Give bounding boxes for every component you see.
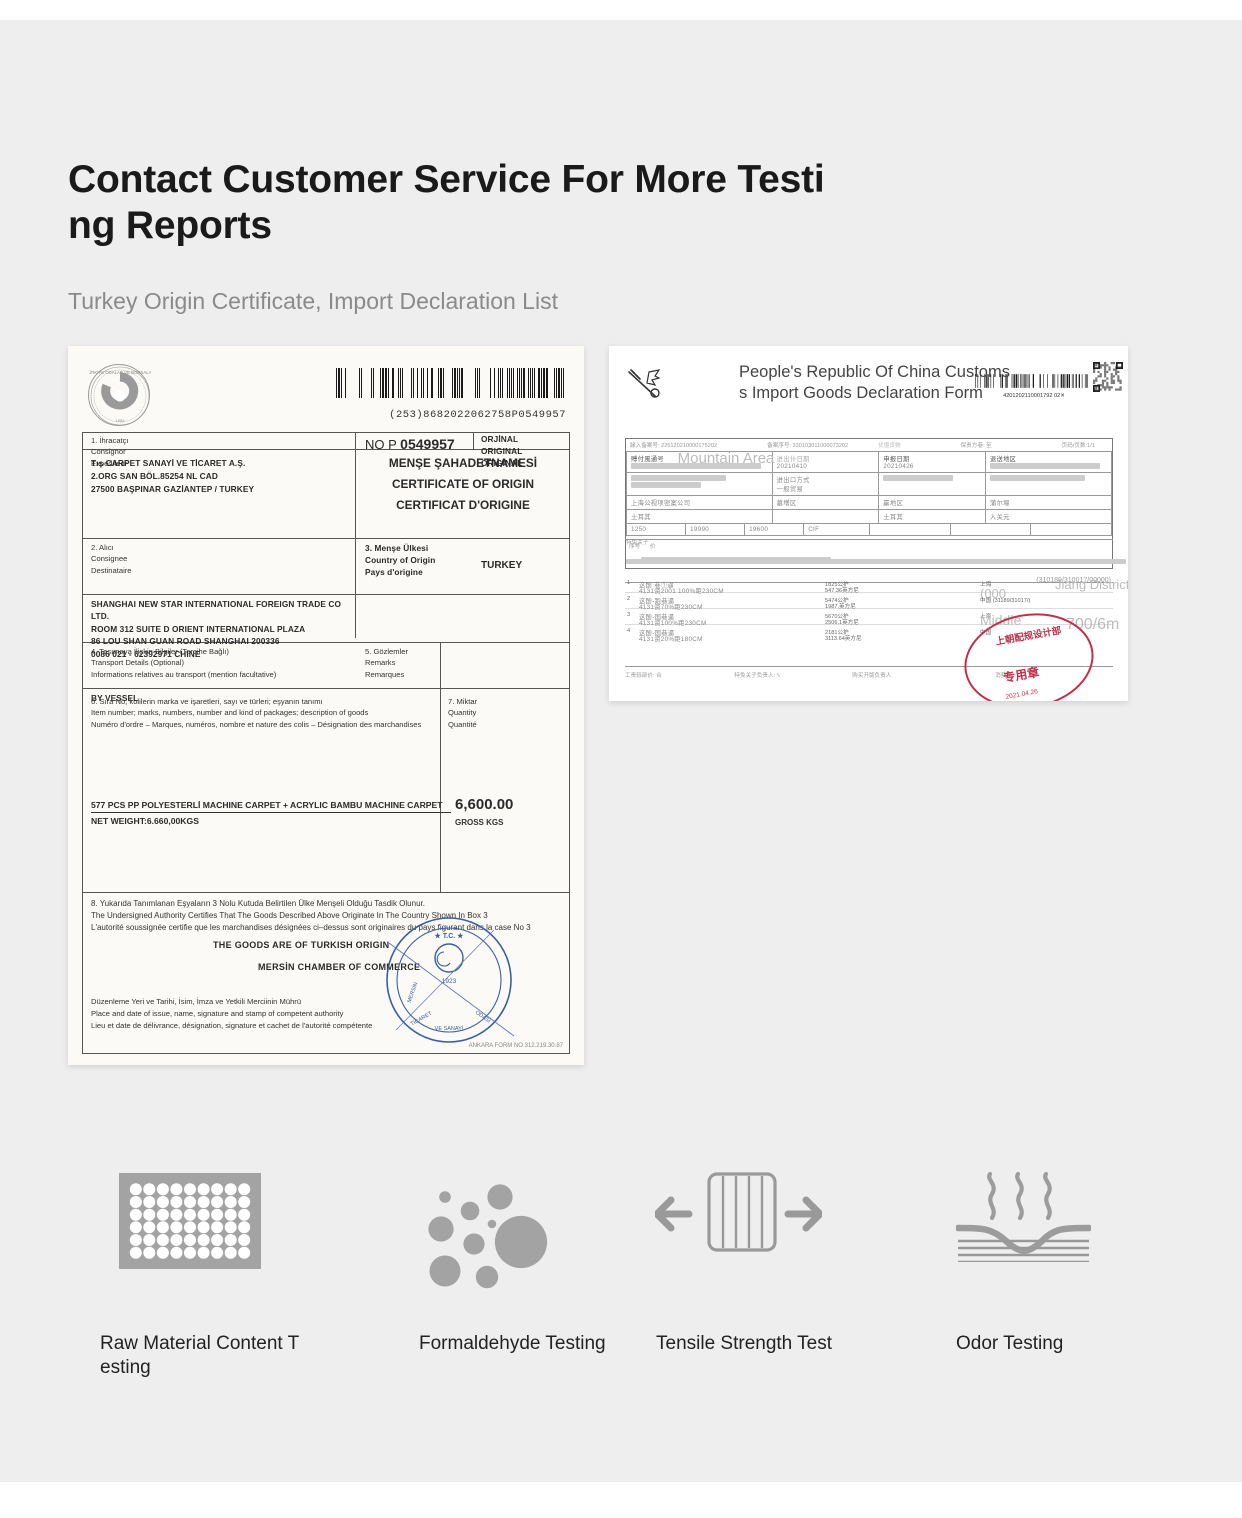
svg-text:专用章: 专用章 (1002, 664, 1040, 685)
svg-text:★ T.C. ★: ★ T.C. ★ (435, 932, 465, 940)
svg-text:MERSİN: MERSİN (406, 981, 420, 1004)
svg-text:2021.04.26: 2021.04.26 (1005, 688, 1039, 701)
svg-text:TÜRKİYE ODALAR VE BORSALAR: TÜRKİYE ODALAR VE BORSALAR (89, 370, 151, 375)
svg-text:1952: 1952 (116, 418, 126, 423)
svg-text:上朝配规设计部: 上朝配规设计部 (995, 624, 1063, 647)
svg-text:VE SANAYİ: VE SANAYİ (435, 1025, 464, 1032)
